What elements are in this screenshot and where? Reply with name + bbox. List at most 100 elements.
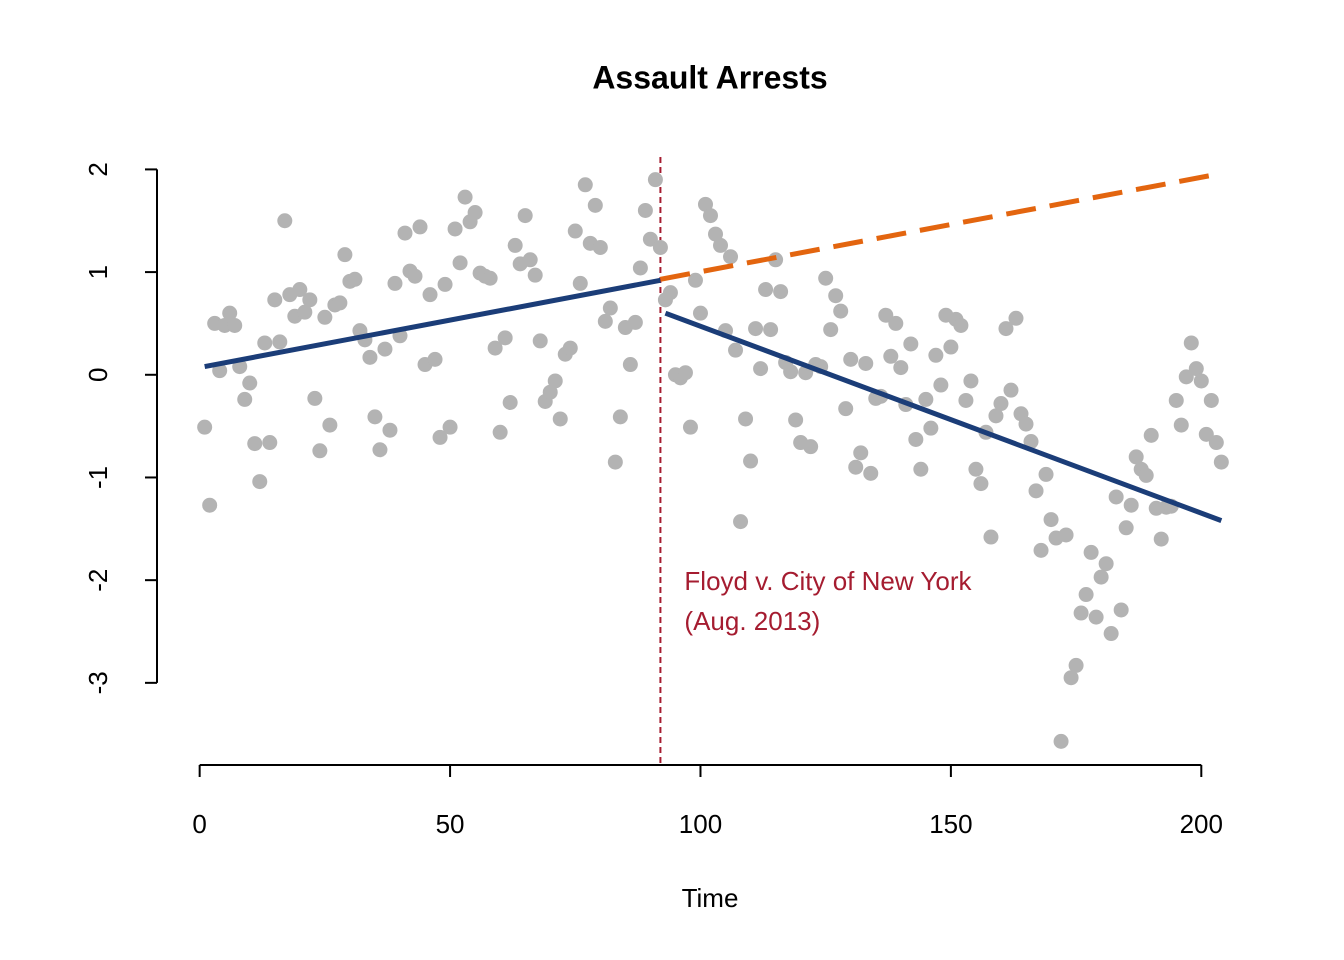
point [1103, 626, 1119, 642]
point [853, 445, 869, 461]
point [763, 322, 779, 338]
point [552, 411, 568, 427]
point [227, 317, 243, 333]
point [838, 401, 854, 417]
point [1028, 483, 1044, 499]
point [297, 304, 313, 320]
point [432, 429, 448, 445]
point [632, 260, 648, 276]
point [783, 364, 799, 380]
point [1083, 544, 1099, 560]
y-tick-label: 0 [83, 368, 113, 382]
point [1173, 417, 1189, 433]
point [878, 307, 894, 323]
point [272, 334, 288, 350]
x-tick-label: 100 [679, 809, 722, 839]
point [262, 435, 278, 451]
point [1193, 373, 1209, 389]
point [332, 295, 348, 311]
point [692, 305, 708, 321]
point [237, 391, 253, 407]
point [447, 221, 463, 237]
point [983, 529, 999, 545]
point [988, 408, 1004, 424]
point [893, 360, 909, 376]
y-tick-label: -2 [83, 569, 113, 592]
point [587, 197, 603, 213]
point [507, 237, 523, 253]
point [1143, 427, 1159, 443]
point [387, 275, 403, 291]
point [1058, 527, 1074, 543]
point [222, 305, 238, 321]
point [547, 373, 563, 389]
point [1138, 467, 1154, 483]
point [1213, 454, 1229, 470]
point [252, 474, 268, 490]
point [642, 231, 658, 247]
chart-title: Assault Arrests [592, 59, 827, 95]
point [257, 335, 273, 351]
point [307, 390, 323, 406]
point [347, 271, 363, 287]
point [1178, 369, 1194, 385]
x-tick-label: 150 [929, 809, 972, 839]
point [517, 208, 533, 224]
point [647, 172, 663, 188]
point [1203, 392, 1219, 408]
point [918, 391, 934, 407]
point [1108, 489, 1124, 505]
point [728, 342, 744, 358]
point [597, 313, 613, 329]
point [833, 303, 849, 319]
trend-line [664, 310, 1223, 523]
point [888, 315, 904, 331]
point [1053, 733, 1069, 749]
point [377, 341, 393, 357]
point [292, 282, 308, 298]
point [773, 284, 789, 300]
trend-line [204, 277, 661, 370]
x-tick-label: 0 [192, 809, 206, 839]
point [612, 409, 628, 425]
y-tick-label: 1 [83, 265, 113, 279]
point [818, 270, 834, 286]
point [442, 419, 458, 435]
point [713, 237, 729, 253]
point [437, 276, 453, 292]
x-tick-label: 200 [1180, 809, 1223, 839]
annotation: (Aug. 2013) [684, 606, 820, 636]
point [863, 465, 879, 481]
point [753, 361, 769, 377]
point [457, 189, 473, 205]
point [1123, 497, 1139, 513]
point [622, 357, 638, 373]
point [412, 219, 428, 235]
point [823, 322, 839, 338]
point [1188, 361, 1204, 377]
point [697, 196, 713, 212]
point [788, 412, 804, 428]
point [858, 355, 874, 371]
point [963, 373, 979, 389]
point [602, 300, 618, 316]
point [572, 275, 588, 291]
point [367, 409, 383, 425]
point [422, 287, 438, 303]
point [527, 267, 543, 283]
point [1183, 335, 1199, 351]
point [337, 247, 353, 263]
point [733, 514, 749, 530]
point [1198, 426, 1214, 442]
point [973, 476, 989, 492]
point [687, 272, 703, 288]
point [482, 270, 498, 286]
point [487, 340, 503, 356]
point [382, 422, 398, 438]
point [267, 292, 283, 308]
point [197, 419, 213, 435]
point [492, 424, 508, 440]
point [542, 384, 558, 400]
trend-line [659, 171, 1222, 282]
